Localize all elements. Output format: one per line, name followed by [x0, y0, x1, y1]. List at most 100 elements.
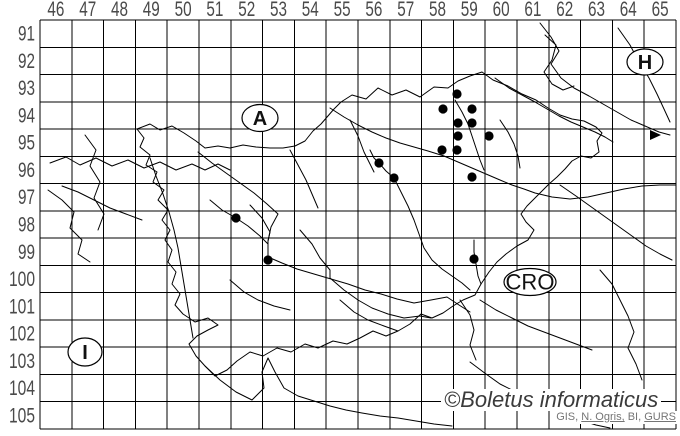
stream-h	[499, 119, 521, 169]
credits-link: N. Ogris,	[581, 411, 625, 423]
row-axis-label: 94	[18, 104, 35, 127]
country-ellipse-italy	[67, 337, 103, 367]
row-axis-label: 92	[18, 50, 35, 73]
occurrence-dot	[467, 118, 477, 128]
col-axis-label: 57	[397, 0, 414, 21]
croatia-river-5	[459, 299, 477, 361]
austria-river-2	[84, 134, 105, 231]
occurrence-dots	[231, 89, 494, 265]
country-label-croatia: CRO	[506, 270, 555, 295]
stream-c	[229, 279, 291, 311]
credits-plain: GIS,	[556, 411, 582, 423]
river-mura	[494, 77, 614, 143]
occurrence-dot	[437, 145, 447, 155]
col-axis-label: 53	[270, 0, 287, 21]
col-axis-label: 63	[588, 0, 605, 21]
col-axis-label: 48	[111, 0, 128, 21]
axis-labels: 46 47 48 49 50 51 52 53 54 55 56 57 58 59 60 61 62 63 64 65…	[9, 0, 669, 427]
croatia-river-3	[599, 269, 643, 381]
col-axis-label: 60	[493, 0, 510, 21]
row-axis-label: 93	[18, 77, 35, 100]
watermark-text: ©Boletus informaticus	[441, 389, 662, 411]
row-axis-label: 91	[18, 23, 35, 46]
occurrence-dot	[453, 118, 463, 128]
austria-river-1	[49, 156, 231, 171]
row-axis-label: 103	[9, 350, 35, 373]
hungary-river-3	[543, 34, 575, 91]
row-axis-label: 102	[9, 323, 35, 346]
slovenia-border	[136, 71, 603, 377]
country-label-hungary: H	[638, 52, 652, 74]
credits-link: GURS	[644, 411, 676, 423]
occurrence-dot	[438, 104, 448, 114]
river-soca	[149, 157, 194, 339]
col-axis-label: 50	[175, 0, 192, 21]
row-axis-label: 97	[18, 186, 35, 209]
country-ellipse-hungary	[626, 48, 664, 76]
stream-g	[454, 99, 485, 171]
col-axis-label: 46	[47, 0, 64, 21]
credits-text: GIS, N. Ogris, BI, GURS	[554, 411, 678, 424]
croatia-river-2	[479, 299, 593, 351]
country-label-austria: A	[253, 108, 267, 130]
row-axis-label: 101	[9, 295, 35, 318]
map-outline-layer	[47, 22, 677, 429]
country-ellipse-austria	[241, 103, 279, 133]
country-ellipse-croatia	[503, 267, 557, 297]
occurrence-dot	[374, 158, 384, 168]
river-savinja	[393, 177, 471, 291]
row-axis-label: 96	[18, 159, 35, 182]
row-axis-label: 95	[18, 132, 35, 155]
row-axis-label: 104	[9, 377, 35, 400]
occurrence-dot	[484, 131, 494, 141]
occurrence-dot	[452, 145, 462, 155]
col-axis-label: 58	[429, 0, 446, 21]
river-sotla	[473, 239, 482, 285]
row-axis-label: 100	[9, 268, 35, 291]
stream-a	[249, 204, 271, 242]
occurrence-dot	[263, 255, 273, 265]
col-axis-label: 64	[620, 0, 637, 21]
col-axis-label: 52	[238, 0, 255, 21]
col-axis-label: 49	[143, 0, 160, 21]
occurrence-dot	[389, 173, 399, 183]
occurrence-dot	[231, 213, 241, 223]
col-axis-label: 55	[334, 0, 351, 21]
croatia-coastline	[204, 357, 453, 427]
stream-b	[299, 229, 331, 279]
stream-f	[349, 119, 375, 173]
occurrence-dot	[469, 254, 479, 264]
stream-west-dot	[209, 199, 269, 245]
credits-plain: BI,	[624, 411, 645, 423]
italy-river	[47, 189, 91, 263]
river-krka	[329, 277, 432, 319]
col-axis-label: 65	[652, 0, 669, 21]
occurrence-dot	[467, 104, 477, 114]
river-exit-arrow	[650, 130, 661, 140]
col-axis-label: 56	[365, 0, 382, 21]
occurrence-dot	[452, 89, 462, 99]
col-axis-label: 54	[302, 0, 319, 21]
occurrence-dot	[453, 131, 463, 141]
col-axis-label: 51	[206, 0, 223, 21]
hungary-border	[539, 22, 671, 136]
grid-lines	[39, 19, 677, 430]
row-axis-label: 99	[18, 241, 35, 264]
col-axis-label: 62	[556, 0, 573, 21]
hungary-river-2	[617, 27, 671, 123]
row-axis-label: 105	[9, 404, 35, 427]
stream-e	[289, 149, 319, 209]
country-label-italy: I	[82, 342, 88, 364]
col-axis-label: 61	[524, 0, 541, 21]
occurrence-dot	[467, 172, 477, 182]
country-labels: A H I CRO	[67, 48, 664, 367]
austria-river-3	[61, 185, 143, 221]
col-axis-label: 59	[461, 0, 478, 21]
croatia-river-1	[559, 184, 673, 261]
river-sava	[197, 151, 471, 313]
river-drava	[329, 107, 677, 200]
row-axis-label: 98	[18, 214, 35, 237]
col-axis-label: 47	[79, 0, 96, 21]
